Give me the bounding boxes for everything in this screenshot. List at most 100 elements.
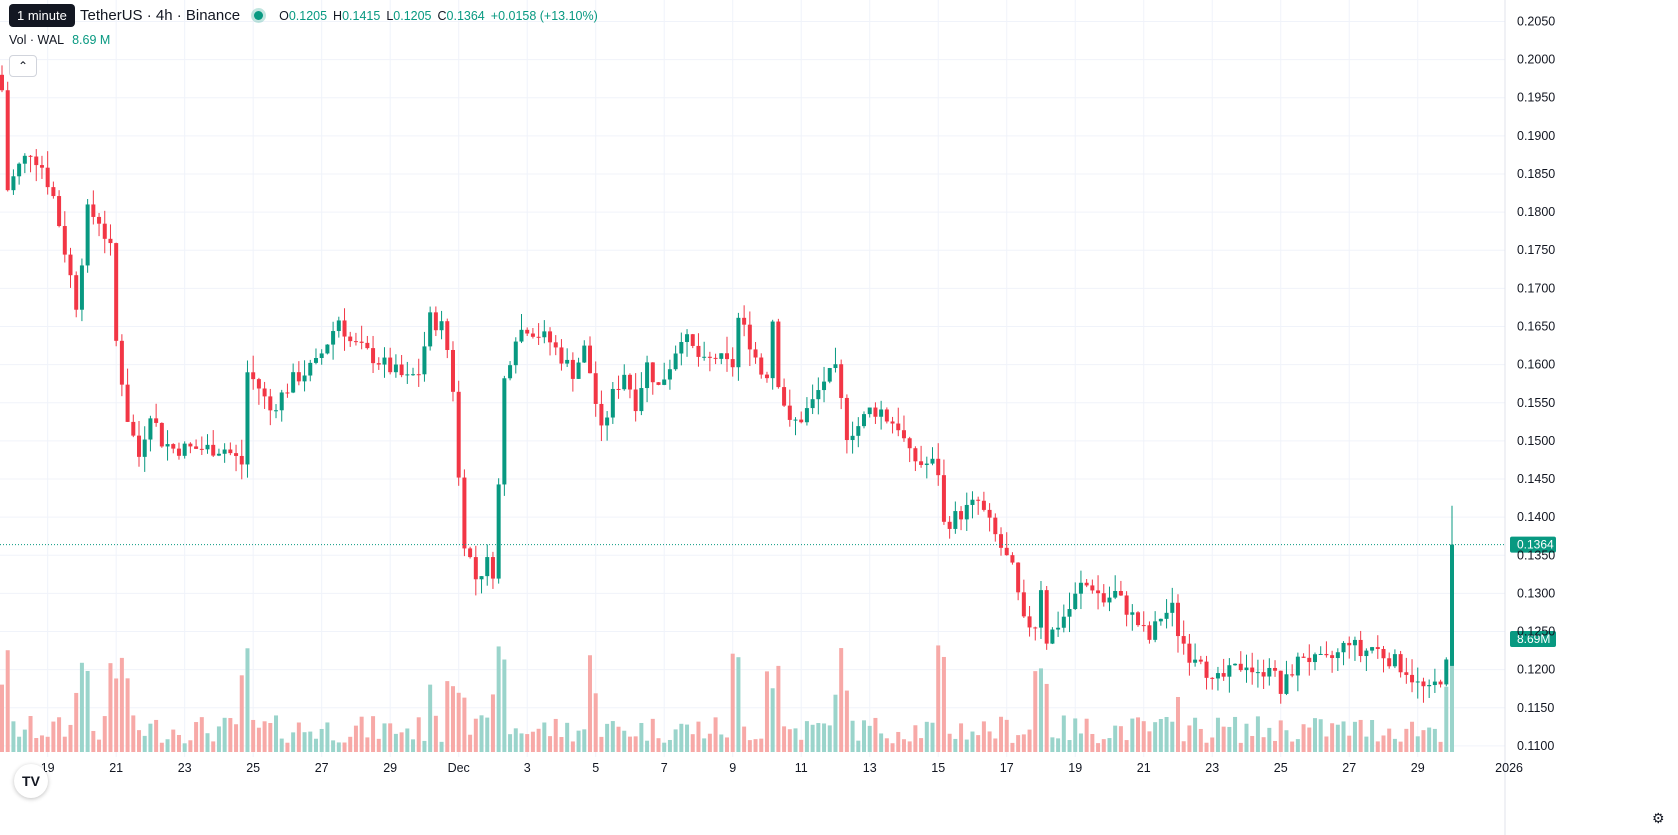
candle (199, 436, 204, 455)
volume-legend[interactable]: Vol · WAL 8.69 M (9, 33, 110, 47)
candle-body (1096, 590, 1101, 594)
candle-body (816, 390, 821, 400)
volume-bar (319, 728, 324, 752)
volume-bar (599, 736, 604, 752)
volume-bar (508, 734, 513, 752)
volume-bar (959, 723, 964, 752)
volume-bar (285, 742, 290, 752)
candle (1141, 611, 1146, 632)
symbol-title[interactable]: TetherUS · 4h · Binance (80, 7, 241, 24)
candle-body (1021, 592, 1026, 617)
candle (171, 443, 176, 454)
candle (1136, 611, 1141, 627)
candle (1318, 646, 1323, 655)
candle-body (119, 340, 124, 385)
volume-bar (1164, 716, 1169, 752)
candle (1370, 646, 1375, 654)
candle-body (964, 504, 969, 520)
volume-bar (439, 741, 444, 752)
volume-bar (536, 728, 541, 752)
candle (1278, 670, 1283, 704)
candle (456, 380, 461, 486)
candle-body (530, 333, 535, 337)
volume-bar (1107, 738, 1112, 752)
candle-body (1295, 656, 1300, 676)
candle-body (799, 419, 804, 423)
volume-bar (553, 718, 558, 752)
candle (371, 335, 376, 374)
candle (725, 336, 729, 372)
candle-body (827, 368, 832, 382)
volume-bar (1033, 671, 1038, 752)
time-tick-label: 7 (661, 761, 668, 775)
price-axis[interactable]: 0.1100 0.1150 0.1200 0.1250 0.1300 0.1350 0.14… (1517, 14, 1555, 752)
candle (1415, 667, 1420, 699)
candle-body (736, 317, 741, 368)
candle-body (97, 216, 102, 224)
volume-bar (388, 723, 393, 752)
candle (873, 402, 878, 424)
volume-bar (610, 721, 615, 752)
candle-body (1136, 612, 1141, 626)
volume-bar (1004, 719, 1009, 752)
candle (964, 492, 969, 531)
collapse-legend-button[interactable]: ⌃ (9, 55, 37, 77)
open-value: 0.1205 (288, 8, 328, 23)
candle-body (228, 449, 233, 454)
candle (1198, 655, 1203, 665)
candle (576, 357, 581, 379)
candle-body (1170, 602, 1175, 613)
candle-body (74, 275, 79, 310)
candle-body (525, 329, 530, 334)
candle-body (976, 499, 981, 501)
candle-body (1078, 582, 1083, 594)
volume-bar (1415, 736, 1420, 752)
candle (776, 318, 781, 389)
volume-bar (867, 725, 872, 752)
candle-body (399, 364, 404, 376)
interval-tooltip: 1 minute (9, 4, 75, 27)
candle (713, 353, 718, 365)
candle-body (753, 349, 758, 358)
time-tick-label: 9 (729, 761, 736, 775)
candle (970, 491, 975, 519)
volume-bar (913, 725, 918, 752)
volume-bar (1130, 718, 1135, 752)
volume-bar (1312, 718, 1317, 752)
time-axis[interactable]: 19 21 23 25 27 29 Dec 3 5 7 9 11 13 15 17 19 21 23 25 27 29 2… (41, 761, 1523, 775)
candle (468, 546, 473, 559)
candle-body (433, 312, 438, 331)
price-tick-label: 0.1200 (1517, 663, 1555, 677)
time-tick-label: 29 (383, 761, 397, 775)
candle-body (359, 341, 364, 343)
tradingview-logo[interactable]: TV (14, 764, 48, 798)
candle-body (764, 374, 769, 379)
volume-bar (725, 737, 729, 752)
candle (736, 312, 741, 381)
volume-bar (810, 724, 815, 752)
price-tick-label: 0.1400 (1517, 510, 1555, 524)
candle-body (216, 453, 221, 456)
candle (1398, 650, 1403, 678)
volume-bars (0, 563, 1454, 752)
candle-body (34, 156, 39, 166)
candle-body (936, 458, 941, 476)
candle-body (131, 421, 136, 436)
volume-bar (1295, 739, 1300, 752)
volume-bar (747, 740, 752, 752)
candle-body (707, 356, 712, 358)
candle-body (251, 372, 256, 380)
last-price-tag (1510, 536, 1556, 553)
candle-body (68, 254, 73, 276)
volume-bar (371, 716, 376, 752)
volume-bar (1016, 735, 1021, 752)
candle-body (656, 382, 661, 385)
close-label: C (437, 8, 447, 23)
candle-body (1044, 590, 1049, 644)
candle (1438, 679, 1443, 688)
candle (1038, 581, 1043, 639)
volume-bar (1432, 728, 1437, 752)
chart-grid (0, 0, 1506, 835)
settings-gear-icon[interactable]: ⚙ (1652, 810, 1665, 826)
